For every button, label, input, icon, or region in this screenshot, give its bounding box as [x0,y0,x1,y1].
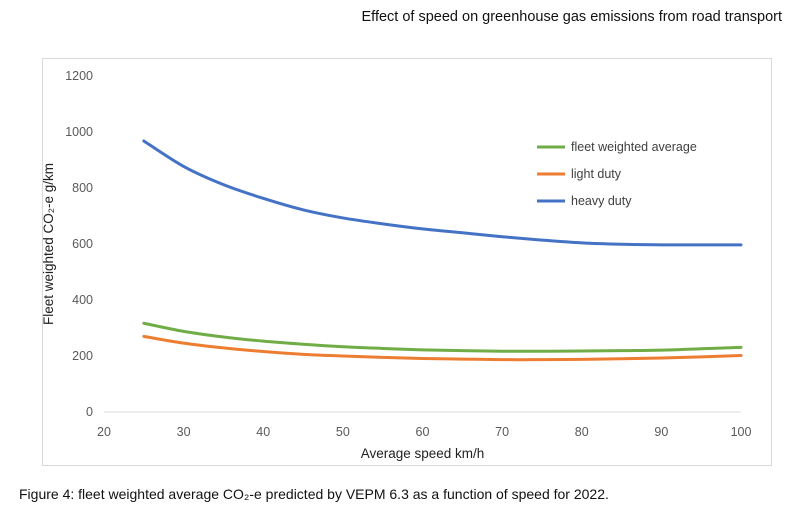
x-tick-label: 20 [97,425,111,439]
chart-frame [42,58,772,466]
x-axis-ticks: 20 30 40 50 60 70 80 90 100 [97,425,751,439]
y-tick-label: 600 [72,237,93,251]
y-tick-label: 800 [72,181,93,195]
legend-label-fleet-weighted-average: fleet weighted average [571,140,697,154]
y-tick-label: 0 [86,405,93,419]
y-tick-label: 400 [72,293,93,307]
legend-label-heavy-duty: heavy duty [571,194,632,208]
x-tick-label: 70 [495,425,509,439]
y-tick-label: 1200 [65,69,93,83]
x-tick-label: 60 [416,425,430,439]
x-axis-title: Average speed km/h [361,446,485,461]
page-heading: Effect of speed on greenhouse gas emissi… [361,9,782,25]
x-tick-label: 40 [256,425,270,439]
series-line-heavy-duty [142,139,743,247]
y-axis-ticks: 0 200 400 600 800 1000 1200 [65,69,93,419]
x-tick-label: 80 [575,425,589,439]
series-line-fleet-weighted-average [142,321,743,353]
x-tick-label: 90 [654,425,668,439]
x-tick-label: 50 [336,425,350,439]
series-line-light-duty [142,334,743,362]
x-tick-label: 100 [731,425,752,439]
y-axis-title: Fleet weighted CO₂-e g/km [41,163,56,325]
series-lines [142,139,743,362]
figure-caption: Figure 4: fleet weighted average CO₂-e p… [19,486,609,502]
y-tick-label: 1000 [65,125,93,139]
y-tick-label: 200 [72,349,93,363]
x-tick-label: 30 [177,425,191,439]
legend: fleet weighted average light duty heavy du… [537,140,697,208]
legend-label-light-duty: light duty [571,167,622,181]
